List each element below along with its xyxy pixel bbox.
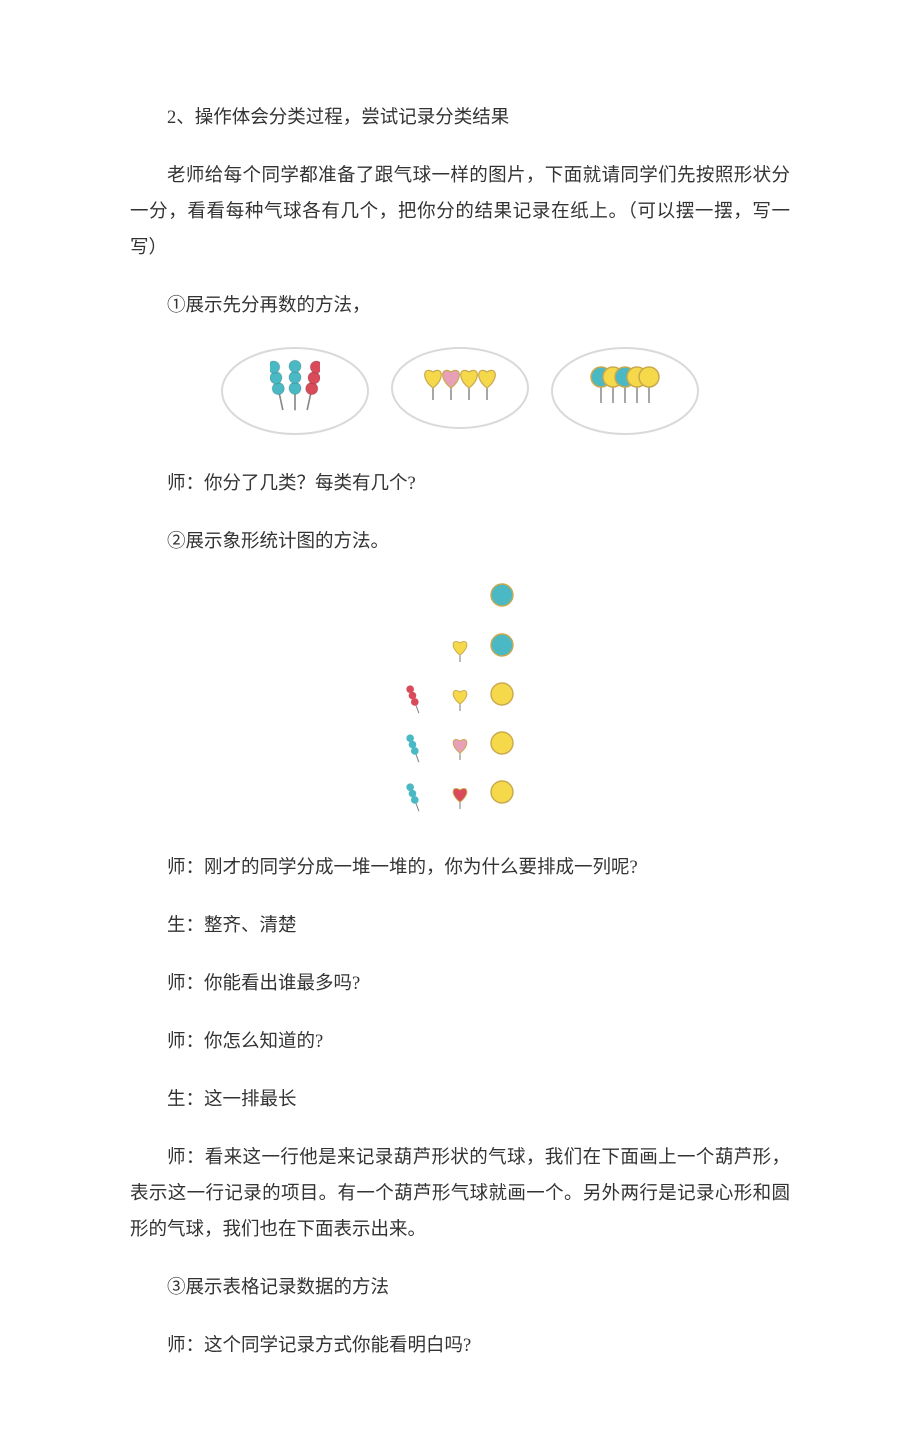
round-balloon-icon <box>489 779 515 826</box>
heart-balloon-icon-column <box>447 632 473 826</box>
step2-label: ②展示象形统计图的方法。 <box>130 524 790 560</box>
gourd-balloon-icon <box>298 353 320 430</box>
round-balloon-icon <box>489 582 515 629</box>
round-balloon-icon <box>637 360 661 423</box>
step1-label: ①展示先分再数的方法， <box>130 288 790 324</box>
pictograph-figure <box>130 582 790 825</box>
teacher-question-5: 师：这个同学记录方式你能看明白吗? <box>130 1328 790 1364</box>
gourd-balloon-icon-column <box>405 681 431 826</box>
heart-balloon-icon <box>447 730 473 777</box>
section-heading: 2、操作体会分类过程，尝试记录分类结果 <box>130 100 790 136</box>
round-balloon-icon <box>489 632 515 679</box>
heart-balloon-icon <box>447 779 473 826</box>
teacher-question-2: 师：刚才的同学分成一堆一堆的，你为什么要排成一列呢? <box>130 850 790 886</box>
heart-balloon-icon <box>447 632 473 679</box>
gourd-balloon-icon <box>405 681 431 728</box>
teacher-question-4: 师：你怎么知道的? <box>130 1024 790 1060</box>
heart-group <box>390 346 530 436</box>
step3-label: ③展示表格记录数据的方法 <box>130 1270 790 1306</box>
round-balloon-icon <box>489 730 515 777</box>
heart-balloon-icon <box>472 359 502 418</box>
grouped-balloons-figure <box>130 346 790 436</box>
student-answer-2: 生：这一排最长 <box>130 1082 790 1118</box>
gourd-balloon-icon <box>405 730 431 777</box>
teacher-question-1: 师：你分了几类？每类有几个? <box>130 466 790 502</box>
intro-paragraph: 老师给每个同学都准备了跟气球一样的图片，下面就请同学们先按照形状分一分，看看每种… <box>130 158 790 266</box>
round-balloon-icon-column <box>489 582 515 825</box>
teacher-explanation: 师：看来这一行他是来记录葫芦形状的气球，我们在下面画上一个葫芦形，表示这一行记录… <box>130 1140 790 1248</box>
gourd-group <box>220 346 370 436</box>
heart-balloon-icon <box>447 681 473 728</box>
round-group <box>550 346 700 436</box>
teacher-question-3: 师：你能看出谁最多吗? <box>130 966 790 1002</box>
student-answer-1: 生：整齐、清楚 <box>130 908 790 944</box>
round-balloon-icon <box>489 681 515 728</box>
gourd-balloon-icon <box>405 779 431 826</box>
